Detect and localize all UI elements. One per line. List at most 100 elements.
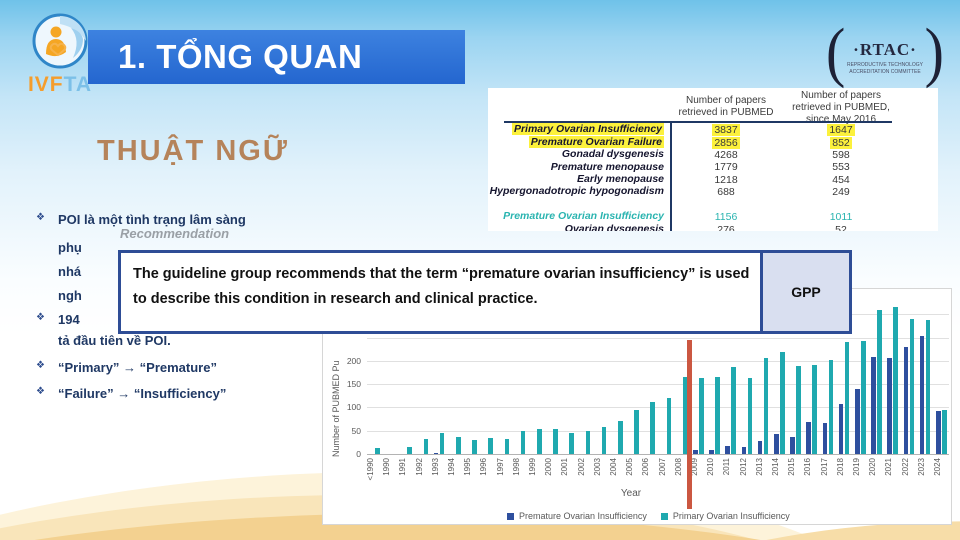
table-cell-term: Hypergonadotropic hypogonadism <box>489 184 664 197</box>
recommendation-grade-badge: GPP <box>760 253 849 331</box>
bar-primary-2007 <box>666 398 672 454</box>
section-banner: 1. TỔNG QUAN <box>88 30 465 84</box>
section-banner-title: 1. TỔNG QUAN <box>118 38 363 75</box>
x-tick-text: 2022 <box>900 458 910 476</box>
bullet-line: “Failure” → “Insufficiency” <box>58 386 227 401</box>
bar-primary-1993 <box>439 433 445 454</box>
bar-premature-2009 <box>693 450 698 454</box>
ivfta-ta: TA <box>63 73 93 96</box>
bar-primary-1995 <box>472 440 477 454</box>
x-tick-text: 1996 <box>479 458 489 476</box>
bar-primary-2003 <box>601 427 607 454</box>
gridline <box>367 337 949 339</box>
x-tick-text: 2002 <box>576 458 586 476</box>
bar-premature-2022 <box>903 346 909 454</box>
x-tick-text: 2013 <box>754 458 764 476</box>
table-cell-value: 249 <box>832 185 850 198</box>
y-tick-label: 150 <box>346 379 361 390</box>
x-tick-text: 1994 <box>447 458 456 476</box>
table-cell-value: 276 <box>717 223 735 231</box>
recommendation-label: Recommendation <box>120 226 230 241</box>
table-cell-term: Premature Ovarian Insufficiency <box>503 210 664 223</box>
bar-premature-2015 <box>790 437 795 454</box>
bullet-line: “Primary” → “Premature” <box>58 360 217 375</box>
bar-primary-2011 <box>731 366 736 454</box>
ivfta-logo: IVFTA <box>12 12 108 98</box>
bar-primary-1992 <box>423 438 429 454</box>
legend-item-premature: Premature Ovarian Insufficiency <box>507 511 647 521</box>
bar-premature-2017 <box>822 423 828 454</box>
rtac-paren-left: ( <box>826 14 846 89</box>
x-tick-text: 2024 <box>933 458 942 476</box>
table-divider <box>670 123 672 231</box>
pubmed-table: Number of papers retrieved in PUBMED Num… <box>488 88 938 231</box>
bar-primary-1999 <box>537 429 542 454</box>
bullet-line: POI là một tình trạng lâm sàng <box>58 212 246 227</box>
rtac-logo: ( ·RTAC· REPRODUCTIVE TECHNOLOGY ACCREDI… <box>824 14 946 100</box>
x-tick-text: 2016 <box>803 458 813 476</box>
bar-primary-2008 <box>682 377 688 454</box>
bar-primary-2016 <box>812 364 817 454</box>
x-axis-line <box>367 454 949 455</box>
bullet-line: nhá <box>58 264 82 279</box>
rtac-paren-right: ) <box>924 14 944 89</box>
x-tick-text: 2014 <box>771 458 780 476</box>
table-row: Primary Ovarian Insufficiency 3837 1647 <box>488 123 900 137</box>
bar-primary-2015 <box>796 365 801 454</box>
bullet-marker-icon: ❖ <box>36 212 45 223</box>
legend-swatch-premature <box>507 512 514 520</box>
table-col2-header: Number of papers retrieved in PUBMED, si… <box>792 90 890 125</box>
bar-primary-2021 <box>893 306 898 454</box>
bar-premature-2016 <box>806 422 811 454</box>
bar-primary-2010 <box>715 376 720 454</box>
bar-premature-2010 <box>709 449 714 454</box>
table-row: Premature Ovarian Failure 2856 852 <box>488 135 900 149</box>
gridline <box>367 360 949 362</box>
gridline <box>367 407 949 409</box>
bar-premature-2011 <box>725 446 730 454</box>
x-tick-text: 2004 <box>609 458 618 476</box>
x-tick-text: 2023 <box>916 458 926 476</box>
x-tick-text: 1993 <box>430 458 440 476</box>
bar-primary-2004 <box>618 421 623 454</box>
x-tick-text: <1990 <box>366 458 375 481</box>
table-cell-value: 688 <box>717 185 735 198</box>
bar-premature-1993 <box>433 452 439 454</box>
bullet-marker-icon: ❖ <box>36 386 45 397</box>
x-tick-text: 2000 <box>544 458 554 476</box>
bullet-line: ngh <box>58 288 82 303</box>
table-cell-value: 2856 <box>712 136 740 149</box>
bar-primary-1996 <box>488 438 493 454</box>
bar-primary-1998 <box>520 431 526 454</box>
bar-premature-2014 <box>774 433 779 454</box>
table-cell-term: Primary Ovarian Insufficiency <box>511 123 664 136</box>
table-cell-value: 3837 <box>712 124 740 137</box>
table-cell-value: 4268 <box>714 148 738 161</box>
bullet-line: 194 <box>58 312 80 327</box>
bar-premature-2018 <box>838 403 844 454</box>
recommendation-text: The guideline group recommends that the … <box>133 266 750 308</box>
x-tick-text: 2021 <box>884 458 894 476</box>
bar-premature-2012 <box>741 446 747 454</box>
x-tick-text: 1991 <box>398 458 408 476</box>
x-tick-text: 2012 <box>738 458 748 476</box>
bar-primary-<1990 <box>375 447 380 454</box>
x-tick-text: 2011 <box>722 458 732 476</box>
x-tick-text: 2003 <box>592 458 602 476</box>
x-tick-text: 2008 <box>673 458 683 476</box>
x-tick-text: 1992 <box>414 458 424 476</box>
legend-label-premature: Premature Ovarian Insufficiency <box>519 511 647 521</box>
bar-primary-2001 <box>569 432 574 454</box>
bar-primary-2013 <box>763 358 769 454</box>
x-tick-text: 1995 <box>463 458 473 476</box>
y-tick-label: 200 <box>346 355 361 366</box>
table-row: Premature menopause 1779 553 <box>488 161 900 174</box>
bar-primary-2019 <box>861 341 866 454</box>
table-cell-term: Ovarian dysgenesis <box>564 222 664 231</box>
gridline <box>367 384 949 386</box>
bullet-marker-icon: ❖ <box>36 312 45 323</box>
table-row: Premature Ovarian Insufficiency 1156 1011 <box>488 210 900 224</box>
table-cell-value: 1647 <box>827 124 855 137</box>
x-tick-text: 2015 <box>787 458 797 476</box>
